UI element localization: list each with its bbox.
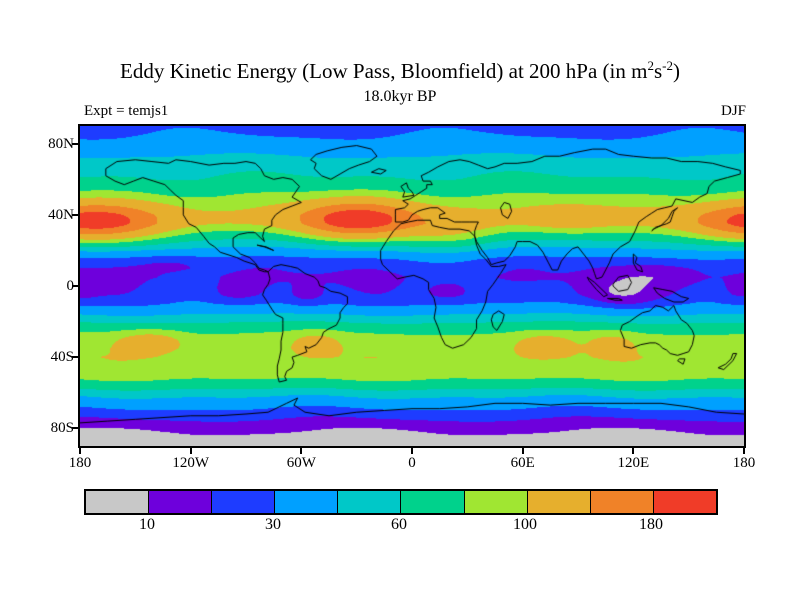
experiment-label: Expt = temjs1 bbox=[84, 103, 169, 119]
map-area bbox=[78, 124, 746, 448]
colorbar-label: 60 bbox=[391, 516, 407, 533]
season-label: DJF bbox=[720, 103, 746, 119]
title-superscript-minus2: -2 bbox=[662, 58, 673, 73]
lon-axis-tick bbox=[632, 448, 635, 454]
lat-axis-tick bbox=[72, 356, 78, 359]
title-superscript-2: 2 bbox=[647, 58, 654, 73]
colorbar-segment bbox=[589, 491, 653, 513]
colorbar-segment bbox=[211, 491, 275, 513]
colorbar-segment bbox=[652, 491, 716, 513]
lat-tick-label: 0 bbox=[66, 278, 75, 294]
lat-tick-label: 40S bbox=[50, 349, 74, 366]
lat-axis-tick bbox=[72, 142, 78, 145]
lat-tick-label: 40N bbox=[48, 206, 74, 223]
colorbar bbox=[84, 489, 718, 515]
lon-axis-tick bbox=[300, 448, 303, 454]
title-text: Eddy Kinetic Energy (Low Pass, Bloomfiel… bbox=[120, 59, 648, 83]
colorbar-segment bbox=[526, 491, 590, 513]
colorbar-label: 30 bbox=[265, 516, 281, 533]
colorbar-segment bbox=[86, 491, 149, 513]
lat-tick-label: 80S bbox=[50, 420, 74, 437]
colorbar-segment bbox=[148, 491, 212, 513]
title-close-paren: ) bbox=[672, 59, 680, 83]
contour-field-canvas bbox=[80, 126, 744, 446]
lat-axis-tick bbox=[72, 285, 78, 287]
page-title: Eddy Kinetic Energy (Low Pass, Bloomfiel… bbox=[0, 58, 800, 84]
lon-tick-label: 60W bbox=[286, 455, 316, 471]
lon-tick-label: 180 bbox=[732, 455, 756, 471]
lon-axis-tick bbox=[79, 448, 81, 454]
lat-axis-tick bbox=[72, 213, 78, 216]
colorbar-segment bbox=[337, 491, 401, 513]
lon-axis-tick bbox=[521, 448, 524, 454]
lon-tick-label: 0 bbox=[408, 455, 416, 471]
lon-axis-tick bbox=[189, 448, 192, 454]
lon-axis-tick bbox=[743, 448, 745, 454]
colorbar-label: 100 bbox=[513, 516, 537, 533]
lon-tick-label: 120E bbox=[617, 455, 650, 471]
lon-tick-label: 120W bbox=[172, 455, 209, 471]
lat-axis-tick bbox=[72, 427, 78, 430]
colorbar-label: 10 bbox=[139, 516, 155, 533]
lon-tick-label: 60E bbox=[510, 455, 535, 471]
time-subtitle: 18.0kyr BP bbox=[363, 88, 437, 105]
lon-axis-tick bbox=[411, 448, 413, 454]
colorbar-segment bbox=[400, 491, 464, 513]
lon-tick-label: 180 bbox=[68, 455, 92, 471]
title-units-s: s bbox=[653, 59, 663, 83]
lat-tick-label: 80N bbox=[48, 135, 74, 152]
colorbar-label: 180 bbox=[639, 516, 663, 533]
colorbar-segment bbox=[274, 491, 338, 513]
colorbar-segment bbox=[463, 491, 527, 513]
